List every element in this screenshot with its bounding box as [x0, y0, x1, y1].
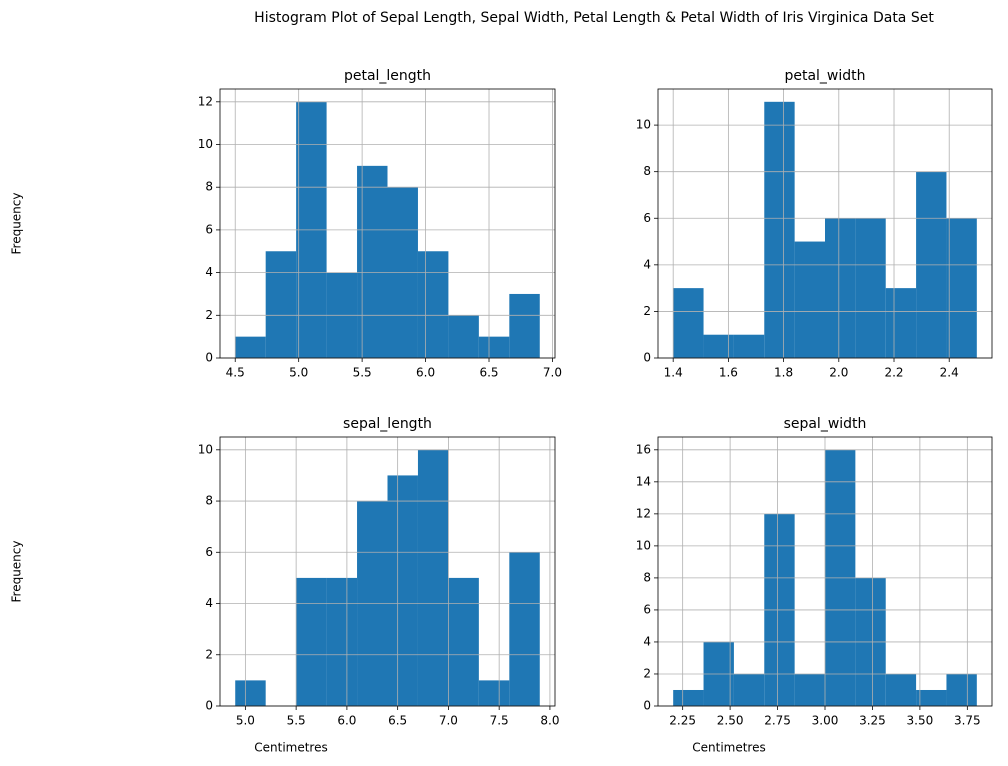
bar [417, 449, 449, 706]
bar [265, 251, 297, 358]
subplot-title: sepal_width [784, 416, 867, 432]
axes-frame [657, 436, 993, 707]
bar [794, 241, 825, 358]
x-tick-label: 6.5 [388, 714, 407, 728]
y-tick-label: 6 [205, 222, 213, 236]
x-tick-label: 6.0 [337, 714, 356, 728]
bar [296, 577, 327, 706]
bar [478, 680, 510, 706]
x-tick-label: 1.4 [664, 366, 683, 380]
y-tick-label: 4 [205, 596, 213, 610]
y-tick-label: 10 [636, 118, 651, 132]
bar [916, 689, 947, 706]
x-tick-label: 3.75 [954, 714, 981, 728]
y-tick-label: 6 [643, 211, 651, 225]
y-tick-label: 8 [643, 570, 651, 584]
x-tick-label: 1.8 [774, 366, 793, 380]
bar [673, 689, 704, 706]
bar [478, 336, 510, 358]
y-tick-label: 10 [198, 137, 213, 151]
x-axis-label: Centimetres [254, 741, 328, 755]
y-tick-label: 8 [205, 180, 213, 194]
x-axis-label: Centimetres [692, 741, 766, 755]
x-tick-label: 5.5 [287, 714, 306, 728]
bar [387, 475, 418, 706]
subplot-title: petal_width [784, 68, 865, 84]
x-tick-label: 5.0 [289, 366, 308, 380]
axes-frame [219, 88, 556, 359]
y-tick-label: 14 [636, 474, 651, 488]
x-tick-label: 6.5 [479, 366, 498, 380]
bar [326, 577, 358, 706]
x-tick-label: 2.2 [884, 366, 903, 380]
y-tick-label: 4 [643, 257, 651, 271]
x-tick-label: 6.0 [416, 366, 435, 380]
bar [703, 334, 734, 358]
x-tick-label: 3.50 [907, 714, 934, 728]
y-tick-label: 4 [643, 634, 651, 648]
x-tick-label: 1.6 [719, 366, 738, 380]
bar [764, 101, 795, 359]
y-tick-label: 2 [205, 308, 213, 322]
y-tick-label: 2 [643, 304, 651, 318]
y-tick-label: 10 [198, 442, 213, 456]
bar [673, 288, 704, 358]
x-tick-label: 2.0 [829, 366, 848, 380]
bar [855, 218, 886, 358]
y-tick-label: 8 [643, 164, 651, 178]
y-tick-label: 16 [636, 442, 651, 456]
axes-frame [219, 436, 556, 707]
y-tick-label: 6 [205, 545, 213, 559]
bar [794, 673, 825, 706]
x-tick-label: 5.0 [236, 714, 255, 728]
bar [733, 673, 765, 706]
x-tick-label: 7.0 [543, 366, 562, 380]
subplot-title: petal_length [344, 68, 431, 84]
subplot-title: sepal_length [343, 416, 432, 432]
x-tick-label: 7.0 [439, 714, 458, 728]
y-tick-label: 12 [636, 506, 651, 520]
y-tick-label: 10 [636, 538, 651, 552]
x-tick-label: 3.25 [859, 714, 886, 728]
y-tick-label: 0 [205, 699, 213, 713]
x-tick-label: 5.5 [353, 366, 372, 380]
y-axis-label: Frequency [10, 541, 24, 603]
bar [509, 293, 540, 358]
y-tick-label: 12 [198, 94, 213, 108]
y-tick-label: 2 [643, 666, 651, 680]
bar [946, 673, 977, 706]
bar [509, 552, 540, 706]
y-tick-label: 2 [205, 647, 213, 661]
bar [885, 673, 917, 706]
x-tick-label: 2.75 [764, 714, 791, 728]
x-tick-label: 8.0 [540, 714, 559, 728]
x-tick-label: 2.25 [669, 714, 696, 728]
bar [357, 165, 388, 358]
bar [417, 251, 449, 358]
bar [733, 334, 765, 358]
y-tick-label: 0 [643, 351, 651, 365]
figure-title: Histogram Plot of Sepal Length, Sepal Wi… [254, 10, 934, 26]
bar [235, 336, 266, 358]
y-tick-label: 0 [643, 699, 651, 713]
bar [885, 288, 917, 358]
y-tick-label: 0 [205, 351, 213, 365]
x-tick-label: 7.5 [490, 714, 509, 728]
y-tick-label: 8 [205, 494, 213, 508]
y-tick-label: 6 [643, 602, 651, 616]
y-tick-label: 4 [205, 265, 213, 279]
x-tick-label: 2.4 [940, 366, 959, 380]
y-axis-label: Frequency [10, 193, 24, 255]
x-tick-label: 4.5 [226, 366, 245, 380]
bar [235, 680, 266, 706]
x-tick-label: 2.50 [717, 714, 744, 728]
bar [946, 218, 977, 358]
axes-frame [657, 88, 993, 359]
bar [448, 315, 479, 358]
bar [448, 577, 479, 706]
x-tick-label: 3.00 [812, 714, 839, 728]
bar [825, 218, 856, 358]
